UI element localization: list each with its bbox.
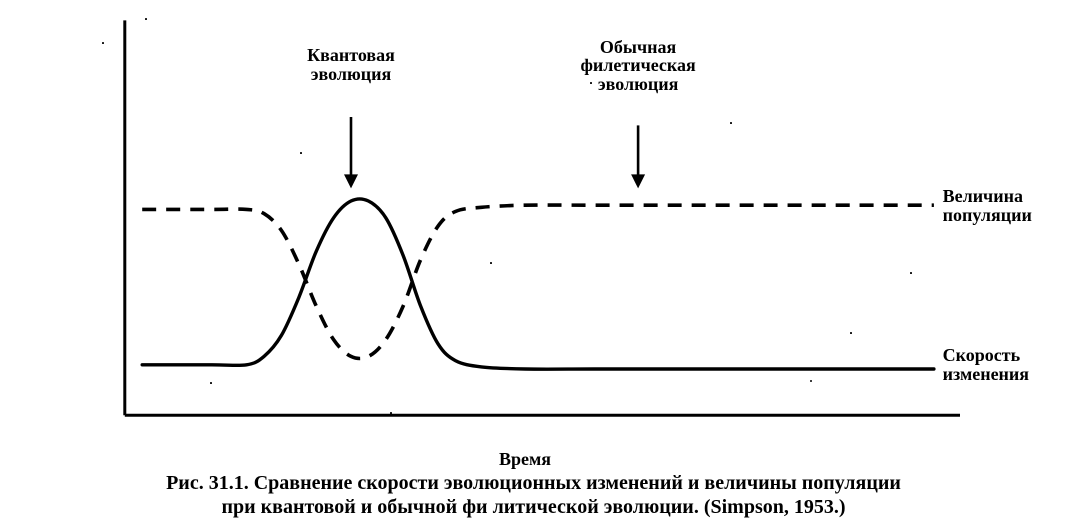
caption-line2: при квантовой и обычной фи литической эв…: [221, 496, 845, 518]
rate-label: Скорость изменения: [943, 346, 1029, 384]
quantum-label: Квантовая эволюция: [271, 46, 431, 84]
plot-area: Квантовая эволюция Обычная филетическая …: [90, 12, 960, 432]
caption-line1: Рис. 31.1. Сравнение скорости эволюционн…: [166, 472, 901, 494]
quantum-arrow: [344, 117, 358, 188]
phyletic-label: Обычная филетическая эволюция: [558, 38, 718, 95]
rate-curve: [142, 199, 934, 369]
figure-caption: Рис. 31.1. Сравнение скорости эволюционн…: [0, 472, 1067, 519]
population-label: Величина популяции: [943, 187, 1032, 225]
population-curve: [142, 205, 934, 358]
chart-svg: [90, 12, 960, 432]
x-axis-label: Время: [475, 449, 575, 470]
phyletic-arrow: [631, 125, 645, 188]
